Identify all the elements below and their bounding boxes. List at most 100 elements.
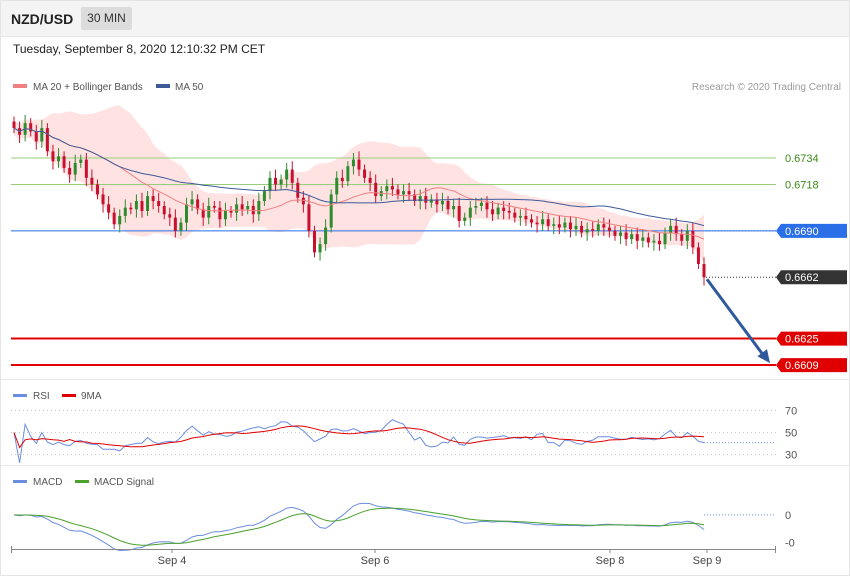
candle [335, 177, 339, 195]
candle [446, 201, 450, 210]
legend-label-macd: MACD [33, 477, 62, 488]
candle [585, 229, 589, 233]
candle [57, 156, 61, 162]
x-tick-label: Sep 9 [693, 555, 722, 567]
candle [680, 234, 684, 241]
candle [51, 151, 55, 162]
candle [168, 214, 172, 218]
candle [513, 212, 517, 218]
candle [140, 201, 144, 211]
level-tag-support [776, 331, 847, 346]
macd-tick-label: 0 [785, 510, 791, 522]
legend-swatch-rsi [13, 394, 27, 397]
target-arrow-head [757, 349, 770, 364]
candle [79, 159, 83, 163]
candle [613, 230, 617, 236]
target-arrow [705, 278, 766, 357]
macd-signal-line [13, 507, 705, 546]
level-label: 0.6734 [785, 153, 819, 165]
candle [318, 244, 322, 253]
candle [212, 206, 216, 208]
x-tick-label: Sep 4 [158, 555, 187, 567]
candle [157, 201, 161, 207]
candle [563, 222, 567, 228]
candle [368, 177, 372, 183]
candle [162, 206, 166, 215]
candle [463, 217, 467, 221]
candle [468, 207, 472, 218]
candle [385, 186, 389, 192]
candle [591, 229, 595, 231]
macd-tick-label: -0 [785, 537, 795, 549]
candle [396, 189, 400, 195]
legend-label-macd-signal: MACD Signal [94, 477, 154, 488]
candle [602, 224, 606, 228]
candle [223, 210, 227, 220]
candle [357, 159, 361, 170]
candle [301, 197, 305, 205]
candle [190, 199, 194, 205]
candle [502, 207, 506, 211]
candle [274, 177, 278, 185]
level-label: 0.6662 [785, 272, 819, 284]
candle [218, 207, 222, 220]
candle [596, 224, 600, 231]
rsi-tick-label: 30 [785, 450, 797, 462]
legend-swatch-rsi-ma [62, 394, 76, 397]
candle [652, 240, 656, 243]
candle [580, 225, 584, 233]
x-tick-label: Sep 8 [596, 555, 625, 567]
candle [329, 194, 333, 228]
candle [479, 202, 483, 207]
chart-header: NZD/USD 30 MIN [0, 0, 850, 37]
candle [134, 201, 138, 210]
candle [268, 177, 272, 192]
candle [73, 162, 77, 175]
legend-label-rsi-ma: 9MA [81, 391, 102, 402]
candle [29, 123, 33, 132]
candle [123, 207, 127, 216]
macd-line [13, 502, 705, 552]
candle [229, 210, 233, 213]
candle [530, 219, 533, 223]
candle [674, 225, 678, 235]
candle [702, 263, 706, 278]
candle [12, 121, 16, 129]
candle [607, 227, 611, 231]
legend-label-rsi: RSI [33, 391, 50, 402]
candle [413, 194, 417, 202]
candle [685, 230, 689, 241]
timeframe-badge[interactable]: 30 MIN [81, 7, 132, 30]
rsi-tick-label: 70 [785, 406, 797, 418]
candle [346, 166, 350, 182]
candle [307, 204, 311, 231]
candle [440, 201, 444, 205]
candle [657, 240, 661, 245]
candle [246, 206, 250, 210]
candle [68, 167, 72, 175]
candle [324, 227, 328, 245]
candle [390, 186, 394, 190]
chart-datetime: Tuesday, September 8, 2020 12:10:32 PM C… [13, 42, 266, 56]
candle [557, 224, 561, 228]
candle [112, 212, 116, 225]
level-label: 0.6690 [785, 226, 819, 238]
candle [363, 169, 367, 178]
candle [474, 206, 478, 208]
candle [290, 169, 294, 183]
candle [641, 237, 645, 241]
candle [624, 232, 628, 240]
level-tag-pivot [776, 223, 847, 238]
candle [457, 206, 461, 221]
candle [257, 201, 261, 215]
candle [207, 206, 211, 218]
candle [418, 196, 422, 202]
candle [507, 210, 511, 213]
candle [663, 232, 667, 245]
candle [95, 184, 99, 195]
level-label: 0.6625 [785, 334, 819, 346]
candle [279, 179, 283, 185]
candle [107, 204, 111, 213]
candle [635, 234, 639, 241]
candle [574, 225, 578, 230]
